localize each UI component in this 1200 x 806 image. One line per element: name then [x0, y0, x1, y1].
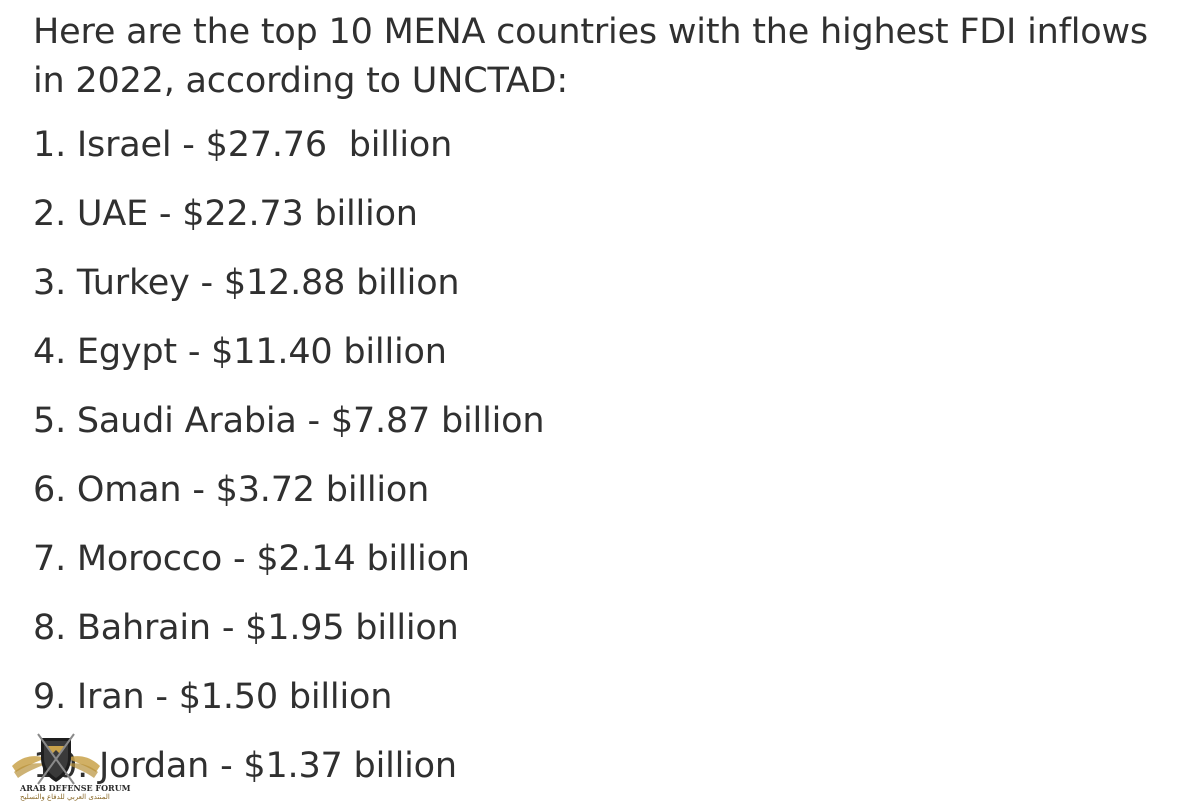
watermark-text-en: ARAB DEFENSE FORUM [20, 783, 131, 793]
list-item: 2. UAE - $22.73 billion [33, 194, 418, 234]
list-item: 10. Jordan - $1.37 billion [33, 746, 457, 786]
list-item: 5. Saudi Arabia - $7.87 billion [33, 401, 545, 441]
message-content: Here are the top 10 MENA countries with … [33, 8, 1183, 806]
watermark: ARAB DEFENSE FORUM المنتدى العربي للدفاع… [8, 732, 131, 804]
list-item: 4. Egypt - $11.40 billion [33, 332, 447, 372]
list-item: 7. Morocco - $2.14 billion [33, 539, 470, 579]
list-item: 6. Oman - $3.72 billion [33, 470, 430, 510]
fdi-ranking-list: 1. Israel - $27.76 billion 2. UAE - $22.… [33, 123, 1183, 789]
list-item: 1. Israel - $27.76 billion [33, 125, 453, 165]
list-item: 3. Turkey - $12.88 billion [33, 263, 460, 303]
intro-paragraph: Here are the top 10 MENA countries with … [33, 12, 1159, 101]
watermark-text-ar: المنتدى العربي للدفاع والتسليح [20, 793, 110, 801]
list-item: 9. Iran - $1.50 billion [33, 677, 393, 717]
list-item: 8. Bahrain - $1.95 billion [33, 608, 459, 648]
arab-defense-forum-logo-icon [12, 733, 100, 785]
